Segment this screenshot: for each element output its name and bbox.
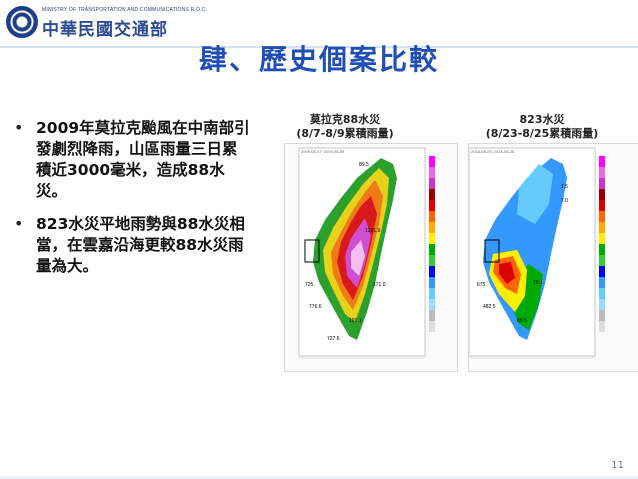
bullet-dot-icon: • — [14, 214, 24, 233]
bullet-item: • 2009年莫拉克颱風在中南部引發劇烈降雨，山區雨量三日累積近3000毫米，造… — [12, 118, 252, 202]
map-value-label: 727.6 — [327, 336, 340, 342]
ministry-logo: MINISTRY OF TRANSPORTATION AND COMMUNICA… — [6, 6, 208, 42]
map-value-label: 79.1 — [533, 280, 543, 286]
header-divider — [0, 46, 638, 48]
map-value-label: 725. — [305, 282, 315, 288]
ministry-seal-icon — [6, 6, 38, 38]
bullet-list: • 2009年莫拉克颱風在中南部引發劇烈降雨，山區雨量三日累積近3000毫米，造… — [12, 118, 252, 289]
svg-text:2018-08-23~2018-08-25: 2018-08-23~2018-08-25 — [471, 149, 515, 154]
map-title: 莫拉克88水災 — [309, 113, 381, 126]
slide-title: 肆、歷史個案比較 — [198, 43, 439, 76]
map-value-label: 89.5 — [359, 162, 369, 168]
page-number: 11 — [611, 460, 624, 471]
svg-text:2009-08-07~2009-08-09: 2009-08-07~2009-08-09 — [301, 149, 345, 154]
map-subtitle: (8/7-8/9累積雨量) — [296, 127, 394, 140]
map-value-label: 171.0 — [373, 282, 386, 288]
bullet-dot-icon: • — [14, 118, 24, 137]
map-value-label: 7.0 — [561, 198, 568, 204]
ministry-name-en: MINISTRY OF TRANSPORTATION AND COMMUNICA… — [42, 7, 208, 13]
map-value-label: 191.1 — [349, 318, 362, 324]
map-value-label: 482.5 — [483, 304, 496, 310]
rainfall-map-morakot: 2009-08-07~2009-08-09 89.5 1221.9 171.0 … — [284, 143, 458, 372]
color-scale — [599, 156, 605, 332]
map-title: 823水災 — [519, 113, 565, 126]
map-value-label: 1221.9 — [365, 228, 381, 234]
ministry-name-zh: 中華民國交通部 — [42, 20, 168, 40]
map-value-label: 675. — [477, 282, 487, 288]
map-value-label: 85.5 — [517, 318, 527, 324]
bullet-text: 2009年莫拉克颱風在中南部引發劇烈降雨，山區雨量三日累積近3000毫米，造成8… — [36, 119, 250, 200]
map-subtitle: (8/23-8/25累積雨量) — [485, 127, 599, 140]
map-label-morakot: 莫拉克88水災 (8/7-8/9累積雨量) — [280, 113, 410, 141]
rainfall-map-823: 2018-08-23~2018-08-25 1.5 7.0 79.1 675. … — [468, 143, 638, 372]
map-value-label: 776.6 — [309, 304, 322, 310]
bullet-item: • 823水災平地雨勢與88水災相當，在雲嘉沿海更較88水災雨量為大。 — [12, 214, 252, 277]
map-label-823: 823水災 (8/23-8/25累積雨量) — [472, 113, 612, 141]
footer-bar — [0, 476, 638, 479]
map-value-label: 1.5 — [561, 184, 568, 190]
color-scale — [429, 156, 435, 332]
bullet-text: 823水災平地雨勢與88水災相當，在雲嘉沿海更較88水災雨量為大。 — [36, 215, 245, 275]
